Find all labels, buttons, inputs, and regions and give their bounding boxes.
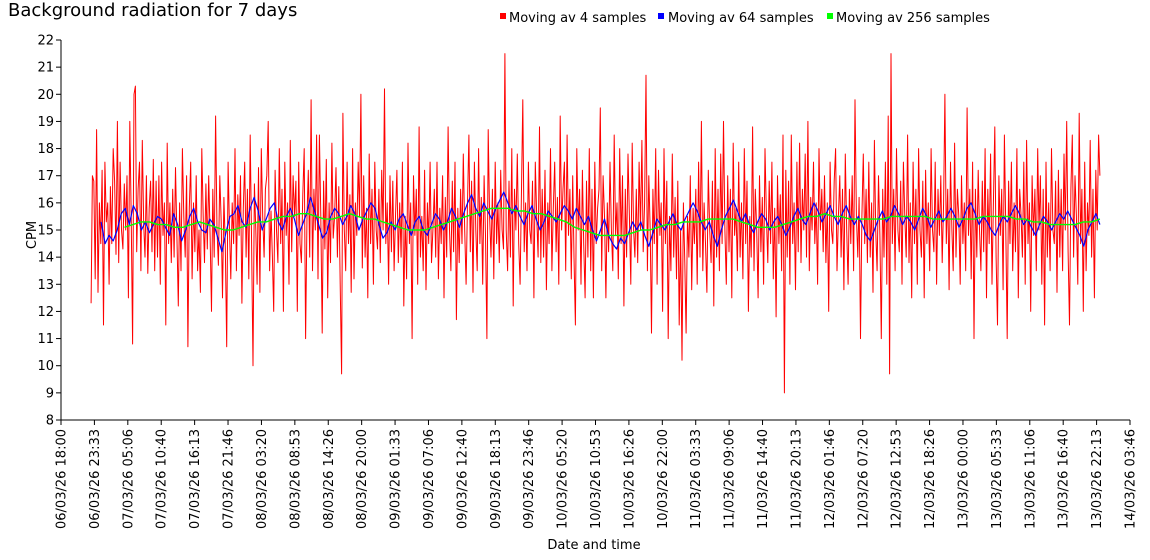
x-tick-label: 10/03/26 22:00 bbox=[656, 429, 671, 529]
y-tick-label: 12 bbox=[37, 305, 54, 320]
legend-label-64: Moving av 64 samples bbox=[668, 11, 814, 26]
legend-swatch-64 bbox=[658, 13, 664, 19]
x-tick-label: 08/03/26 20:00 bbox=[355, 429, 370, 529]
x-tick-label: 13/03/26 00:00 bbox=[956, 429, 971, 529]
x-tick-label: 10/03/26 05:20 bbox=[556, 429, 571, 529]
y-axis-label: CPM bbox=[25, 221, 40, 249]
chart-title: Background radiation for 7 days bbox=[8, 0, 297, 21]
y-tick-label: 10 bbox=[37, 359, 54, 374]
y-tick-label: 18 bbox=[37, 142, 54, 157]
x-tick-label: 07/03/26 05:06 bbox=[121, 429, 136, 529]
x-tick-label: 06/03/26 23:33 bbox=[88, 429, 103, 529]
legend-label-4: Moving av 4 samples bbox=[509, 11, 647, 26]
x-tick-label: 11/03/26 03:33 bbox=[689, 429, 704, 529]
x-tick-label: 07/03/26 16:13 bbox=[188, 429, 203, 529]
x-axis: 06/03/26 18:00 06/03/26 23:33 07/03/26 05:… bbox=[55, 419, 1139, 529]
x-tick-label: 11/03/26 09:06 bbox=[723, 429, 738, 529]
series-line-256 bbox=[124, 207, 1101, 237]
x-tick-label: 12/03/26 01:46 bbox=[823, 429, 838, 529]
x-tick-label: 12/03/26 18:26 bbox=[923, 429, 938, 529]
x-tick-label: 08/03/26 03:20 bbox=[255, 429, 270, 529]
y-tick-label: 13 bbox=[37, 278, 54, 293]
x-tick-label: 13/03/26 11:06 bbox=[1023, 429, 1038, 529]
x-tick-label: 10/03/26 16:26 bbox=[622, 429, 637, 529]
y-tick-label: 21 bbox=[37, 61, 54, 76]
y-tick-label: 11 bbox=[37, 332, 54, 347]
x-tick-label: 08/03/26 14:26 bbox=[322, 429, 337, 529]
x-tick-label: 09/03/26 01:33 bbox=[389, 429, 404, 529]
series-line-64 bbox=[100, 191, 1101, 253]
x-tick-label: 11/03/26 14:40 bbox=[756, 429, 771, 529]
x-tick-label: 09/03/26 18:13 bbox=[489, 429, 504, 529]
y-axis: 8 9 10 11 12 13 14 15 16 17 18 19 20 21 22 bbox=[37, 34, 62, 429]
series-line-4 bbox=[90, 53, 1101, 394]
legend: Moving av 4 samples Moving av 64 samples… bbox=[500, 11, 990, 26]
x-tick-label: 09/03/26 23:46 bbox=[522, 429, 537, 529]
y-tick-label: 19 bbox=[37, 115, 54, 130]
x-tick-label: 13/03/26 05:33 bbox=[990, 429, 1005, 529]
legend-swatch-4 bbox=[500, 13, 506, 19]
x-tick-label: 12/03/26 07:20 bbox=[856, 429, 871, 529]
x-tick-label: 14/03/26 03:46 bbox=[1124, 429, 1139, 529]
legend-swatch-256 bbox=[827, 13, 833, 19]
legend-label-256: Moving av 256 samples bbox=[836, 11, 990, 26]
x-tick-label: 11/03/26 20:13 bbox=[789, 429, 804, 529]
y-tick-label: 9 bbox=[46, 386, 54, 401]
y-tick-label: 17 bbox=[37, 169, 54, 184]
y-tick-label: 20 bbox=[37, 88, 54, 103]
x-tick-label: 09/03/26 07:06 bbox=[422, 429, 437, 529]
y-tick-label: 16 bbox=[37, 196, 54, 211]
x-tick-label: 07/03/26 10:40 bbox=[155, 429, 170, 529]
y-tick-label: 15 bbox=[37, 224, 54, 239]
x-tick-label: 13/03/26 22:13 bbox=[1090, 429, 1105, 529]
x-tick-label: 12/03/26 12:53 bbox=[890, 429, 905, 529]
y-tick-label: 14 bbox=[37, 251, 54, 266]
y-tick-label: 22 bbox=[37, 34, 54, 49]
x-tick-label: 06/03/26 18:00 bbox=[55, 429, 70, 529]
x-tick-label: 10/03/26 10:53 bbox=[589, 429, 604, 529]
y-tick-label: 8 bbox=[46, 414, 54, 429]
x-axis-label: Date and time bbox=[547, 538, 640, 553]
series-layer bbox=[90, 53, 1101, 394]
x-tick-label: 13/03/26 16:40 bbox=[1057, 429, 1072, 529]
x-tick-label: 08/03/26 08:53 bbox=[288, 429, 303, 529]
x-tick-label: 07/03/26 21:46 bbox=[222, 429, 237, 529]
x-tick-label: 09/03/26 12:40 bbox=[455, 429, 470, 529]
